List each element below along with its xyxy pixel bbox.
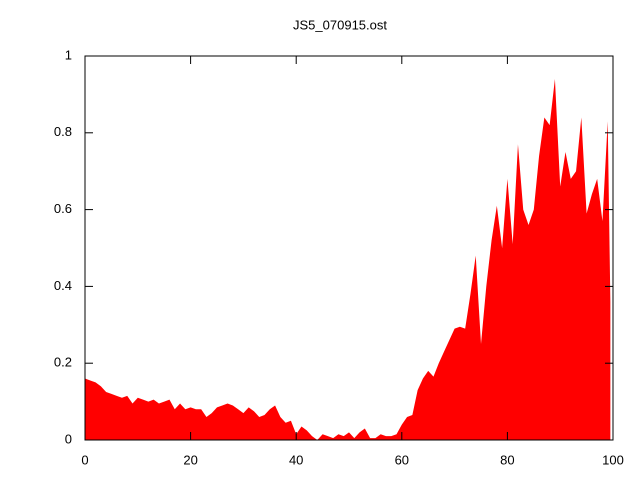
area: [85, 79, 611, 440]
plot-border: [84, 55, 614, 441]
x-tick-label: 40: [289, 452, 303, 467]
y-tick-label: 0.6: [54, 201, 72, 216]
y-tick-label: 0.2: [54, 355, 72, 370]
chart-title: JS5_070915.ost: [293, 17, 387, 32]
x-tick-label: 60: [395, 452, 409, 467]
x-tick-label: 80: [500, 452, 514, 467]
y-tick-label: 0: [65, 431, 72, 446]
y-tick-label: 1: [65, 47, 72, 62]
y-tick-label: 0.4: [54, 278, 72, 293]
y-tick-label: 0.8: [54, 124, 72, 139]
x-tick-label: 100: [602, 452, 624, 467]
x-tick-label: 20: [183, 452, 197, 467]
x-tick-label: 0: [81, 452, 88, 467]
